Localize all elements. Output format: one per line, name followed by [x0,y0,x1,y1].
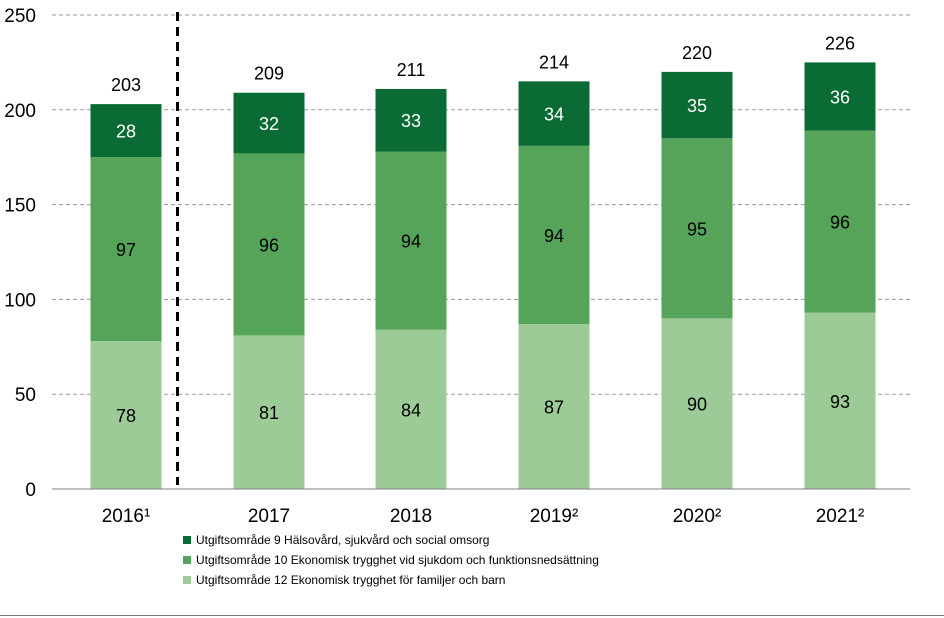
x-tick-label: 2021² [816,506,865,527]
bar-segment-label: 95 [687,219,707,239]
bottom-rule [0,615,944,616]
bar-segment [233,335,305,489]
bar-segment-label: 36 [830,88,850,108]
bar-segment [518,81,590,146]
y-tick-label: 50 [15,385,36,406]
legend-item: Utgiftsområde 12 Ekonomisk trygghet för … [183,570,599,590]
y-tick-label: 250 [4,6,36,27]
bar-segment-label: 93 [830,392,850,412]
bar-segment-label: 34 [544,105,564,125]
bar-total-label: 214 [539,52,569,72]
bar-segment-label: 35 [687,96,707,116]
bar-segment [804,62,876,131]
bar-segment [233,153,305,336]
x-tick-label: 2018 [390,506,432,527]
bar-segment [661,318,733,489]
bar-total-label: 203 [111,75,141,95]
bar-segment-label: 94 [544,226,564,246]
y-tick-label: 100 [4,290,36,311]
legend-label: Utgiftsområde 10 Ekonomisk trygghet vid … [196,553,599,567]
bar-segment [804,312,876,489]
x-tick-label: 2017 [248,506,290,527]
bar-segment [90,157,162,342]
bar-segment [804,130,876,313]
x-tick-label: 2016¹ [102,506,151,527]
y-tick-label: 200 [4,101,36,122]
bar-segment-label: 81 [259,403,279,423]
bar-segment [375,329,447,489]
bar-segment-label: 96 [259,235,279,255]
bar-total-label: 209 [254,64,284,84]
bar-segment [90,104,162,158]
bar-segment-label: 97 [116,240,136,260]
bar-segment [661,138,733,319]
x-tick-label: 2019² [530,506,579,527]
legend-swatch [183,556,191,564]
bar-segment-label: 87 [544,398,564,418]
bar-segment [375,88,447,152]
bar-segment [375,151,447,330]
bar-segment-label: 96 [830,213,850,233]
legend-item: Utgiftsområde 10 Ekonomisk trygghet vid … [183,550,599,570]
y-tick-label: 150 [4,196,36,217]
legend-label: Utgiftsområde 9 Hälsovård, sjukvård och … [196,533,490,547]
bar-segment [518,145,590,325]
bars: 78 97 28 203 81 96 32 209 84 94 33 211 87 94 34 214 90 95… [90,12,876,489]
bar-total-label: 211 [397,60,426,80]
bar-total-label: 220 [682,43,712,63]
bar-segment-label: 33 [401,111,421,131]
bar-segment [90,341,162,489]
legend: Utgiftsområde 9 Hälsovård, sjukvård och … [183,530,599,590]
bar-segment [518,324,590,489]
legend-label: Utgiftsområde 12 Ekonomisk trygghet för … [196,573,506,587]
bar-total-label: 226 [825,33,855,53]
bar-segment-label: 32 [259,114,279,134]
x-tick-label: 2020² [673,506,722,527]
bar-segment-label: 78 [116,406,136,426]
gridlines [52,14,910,395]
bar-segment [233,92,305,154]
x-axis: 2016¹ 2017 2018 2019² 2020² 2021² [52,488,910,527]
bar-segment-label: 94 [401,232,421,252]
y-axis: 0 50 100 150 200 250 [4,6,36,501]
bar-segment [661,71,733,139]
y-tick-label: 0 [25,480,36,501]
legend-swatch [183,536,191,544]
bar-segment-label: 84 [401,400,421,420]
legend-swatch [183,576,191,584]
bar-segment-label: 90 [687,395,707,415]
bar-segment-label: 28 [116,122,136,142]
legend-item: Utgiftsområde 9 Hälsovård, sjukvård och … [183,530,599,550]
